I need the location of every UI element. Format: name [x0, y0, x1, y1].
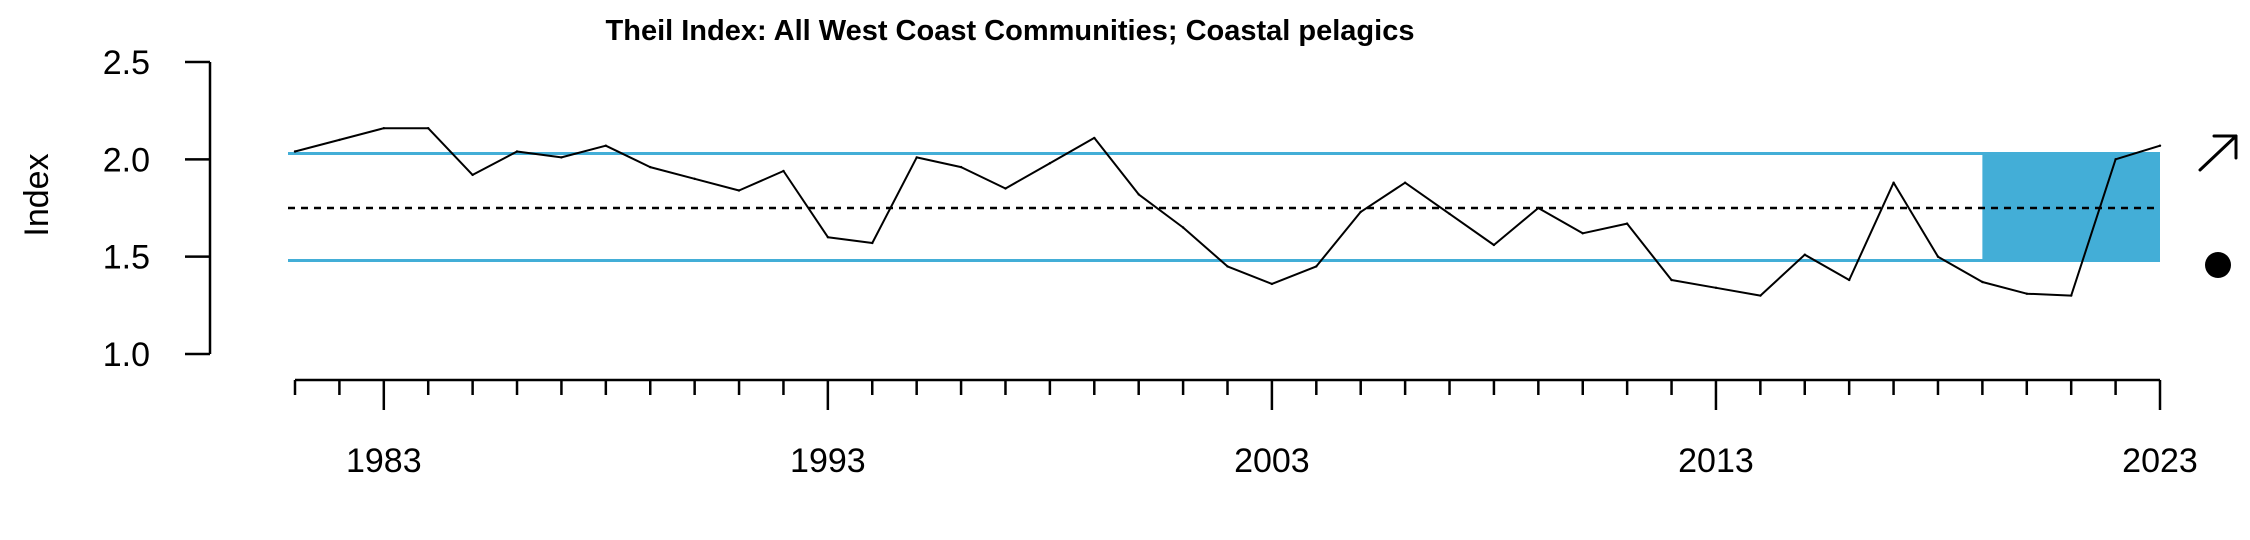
data-point	[1403, 181, 1407, 184]
data-point	[915, 156, 918, 159]
data-point	[1714, 286, 1718, 289]
data-point	[560, 156, 563, 159]
x-tick-label: 2003	[1234, 442, 1310, 480]
data-point	[1492, 243, 1496, 247]
data-point	[826, 236, 830, 239]
data-point	[1315, 265, 1318, 268]
data-point	[382, 127, 385, 130]
data-point	[2070, 294, 2073, 297]
data-point	[1004, 187, 1007, 190]
data-point	[871, 241, 874, 245]
filled-circle-icon	[2205, 252, 2231, 278]
data-point	[1803, 253, 1807, 256]
x-tick-label: 1993	[790, 442, 866, 480]
y-axis-label: Index	[18, 153, 56, 236]
data-point	[1537, 206, 1540, 210]
data-point	[1093, 136, 1096, 140]
data-point	[2025, 292, 2029, 295]
data-point	[2158, 144, 2162, 147]
data-point	[1448, 212, 1451, 215]
data-point	[1181, 226, 1185, 229]
data-point	[782, 169, 785, 173]
data-point	[1936, 255, 1940, 258]
data-point	[693, 177, 696, 180]
data-point	[1581, 232, 1584, 235]
x-tick-label: 2023	[2122, 442, 2198, 480]
data-point	[1359, 210, 1362, 214]
data-point	[1670, 278, 1673, 282]
data-point	[737, 189, 741, 192]
data-point	[338, 138, 341, 142]
data-point	[293, 150, 297, 153]
y-tick-label: 2.0	[103, 141, 150, 179]
data-point	[1759, 294, 1762, 297]
y-tick-label: 1.0	[103, 336, 150, 374]
x-axis: 1983 1993 2003 2013 2023	[293, 378, 2198, 480]
data-point	[1270, 282, 1274, 286]
data-point	[1625, 222, 1629, 225]
data-point	[471, 173, 474, 177]
data-point	[1137, 193, 1140, 196]
reference-lines	[288, 151, 2160, 263]
data-point	[515, 150, 519, 153]
x-tick-label: 1983	[346, 442, 422, 480]
data-point	[649, 165, 652, 169]
data-point	[1226, 265, 1229, 268]
data-point	[1848, 278, 1851, 282]
trend-symbols	[2198, 134, 2238, 278]
data-point	[427, 127, 430, 130]
y-tick-label: 2.5	[103, 44, 150, 82]
data-point	[959, 165, 963, 169]
data-point	[1892, 181, 1895, 184]
y-axis: 1.0 1.5 2.0 2.5	[103, 44, 212, 374]
series-layer	[293, 127, 2162, 297]
chart-title: Theil Index: All West Coast Communities;…	[606, 15, 1415, 47]
data-point	[2114, 158, 2117, 161]
data-point	[604, 144, 607, 147]
arrow-up-right-icon	[2198, 134, 2238, 172]
y-tick-label: 1.5	[103, 239, 150, 277]
data-point	[1981, 280, 1984, 284]
data-point	[1048, 162, 1052, 165]
x-tick-label: 2013	[1678, 442, 1754, 480]
